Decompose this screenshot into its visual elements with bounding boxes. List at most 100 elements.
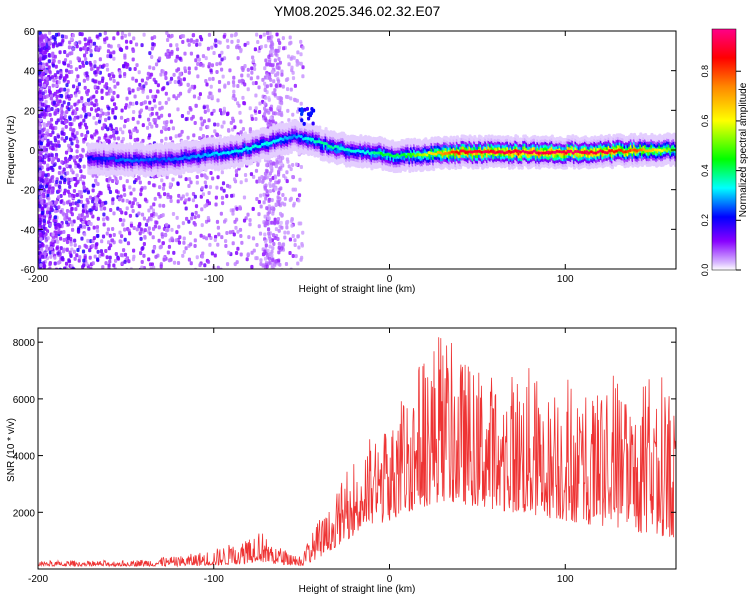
- heatmap-cell: [251, 55, 255, 60]
- heatmap-cell: [146, 95, 150, 100]
- heatmap-cell: [149, 72, 154, 77]
- heatmap-cell: [40, 107, 44, 112]
- heatmap-cell: [83, 37, 87, 42]
- heatmap-cell: [195, 255, 199, 260]
- heatmap-cell: [44, 37, 48, 42]
- heatmap-cell: [157, 238, 161, 243]
- heatmap-cell: [190, 212, 195, 217]
- heatmap-cell: [187, 184, 191, 189]
- heatmap-cell: [71, 33, 75, 38]
- heatmap-cell: [177, 224, 181, 229]
- heatmap-cell: [299, 39, 303, 44]
- heatmap-cell: [86, 98, 91, 103]
- heatmap-cell: [146, 218, 150, 223]
- heatmap-cell: [193, 120, 197, 125]
- heatmap-cell: [276, 220, 280, 225]
- heatmap-cell: [59, 194, 63, 199]
- heatmap-cell: [264, 243, 268, 248]
- heatmap-cell: [42, 56, 46, 61]
- heatmap-cell: [200, 254, 205, 259]
- heatmap-cell: [231, 241, 235, 246]
- heatmap-cell: [191, 114, 195, 119]
- heatmap-cell: [216, 225, 220, 230]
- heatmap-cell: [272, 161, 276, 166]
- heatmap-cell: [144, 81, 148, 86]
- heatmap-cell: [220, 124, 224, 129]
- heatmap-cell: [209, 84, 213, 89]
- heatmap-cell: [50, 153, 54, 158]
- heatmap-cell: [92, 206, 96, 211]
- heatmap-cell: [186, 135, 190, 140]
- heatmap-cell: [40, 42, 44, 47]
- heatmap-cell: [78, 255, 82, 260]
- heatmap-cell: [208, 77, 212, 82]
- heatmap-cell: [169, 43, 173, 48]
- heatmap-cell: [152, 183, 156, 188]
- heatmap-cell: [227, 268, 230, 269]
- heatmap-cell: [131, 76, 135, 81]
- heatmap-cell: [238, 110, 242, 115]
- heatmap-cell: [280, 225, 284, 230]
- heatmap-cell: [105, 255, 109, 260]
- heatmap-cell: [106, 227, 111, 232]
- heatmap-cell: [222, 106, 226, 111]
- heatmap-cell: [276, 48, 280, 53]
- heatmap-cell: [200, 122, 204, 127]
- heatmap-cell: [268, 177, 273, 182]
- heatmap-cell: [282, 46, 286, 51]
- heatmap-cell: [112, 36, 116, 41]
- heatmap-cell: [108, 233, 112, 238]
- heatmap-cell: [194, 210, 198, 215]
- heatmap-cell: [259, 44, 264, 49]
- heatmap-cell: [207, 190, 211, 195]
- heatmap-cell: [175, 68, 179, 73]
- heatmap-cell: [142, 265, 146, 269]
- heatmap-cell: [62, 247, 66, 252]
- heatmap-cell: [241, 95, 245, 100]
- heatmap-cell: [271, 49, 275, 54]
- heatmap-cell: [63, 138, 67, 143]
- heatmap-cell: [84, 203, 88, 208]
- heatmap-cell: [118, 230, 122, 235]
- heatmap-cell: [69, 37, 74, 42]
- heatmap-cell: [79, 190, 83, 195]
- heatmap-cell: [250, 116, 254, 121]
- heatmap-cell: [119, 253, 124, 258]
- heatmap-cell: [54, 267, 59, 269]
- heatmap-cell: [301, 45, 305, 50]
- heatmap-cell: [248, 218, 252, 223]
- heatmap-cell: [168, 182, 173, 187]
- heatmap-cell: [112, 74, 116, 79]
- heatmap-cell: [77, 99, 81, 104]
- heatmap-cell: [154, 80, 158, 85]
- heatmap-cell: [292, 55, 296, 60]
- heatmap-cell: [164, 76, 168, 81]
- heatmap-cell: [186, 82, 190, 87]
- heatmap-cell: [226, 128, 231, 133]
- heatmap-cell: [147, 226, 151, 231]
- heatmap-cell: [198, 34, 203, 39]
- heatmap-cell: [158, 101, 162, 106]
- heatmap-cell: [131, 248, 136, 253]
- heatmap-cell: [150, 111, 154, 116]
- heatmap-cell: [86, 238, 90, 243]
- heatmap-cell: [38, 155, 42, 160]
- heatmap-cell: [63, 77, 67, 82]
- heatmap-cell: [268, 181, 272, 186]
- heatmap-cell: [225, 183, 230, 188]
- heatmap-cell: [187, 66, 191, 71]
- heatmap-cell: [214, 43, 218, 48]
- heatmap-cell: [77, 213, 82, 218]
- heatmap-cell: [270, 40, 274, 45]
- heatmap-cell: [111, 197, 115, 202]
- heatmap-cell: [220, 235, 224, 240]
- heatmap-cell: [184, 117, 188, 122]
- heatmap-cell: [278, 83, 282, 88]
- heatmap-cell: [286, 95, 290, 100]
- heatmap-cell: [111, 201, 115, 206]
- heatmap-cell: [127, 104, 131, 109]
- heatmap-cell: [52, 78, 56, 83]
- heatmap-cell: [39, 247, 44, 252]
- heatmap-cell: [158, 56, 162, 61]
- heatmap-cell: [276, 105, 281, 110]
